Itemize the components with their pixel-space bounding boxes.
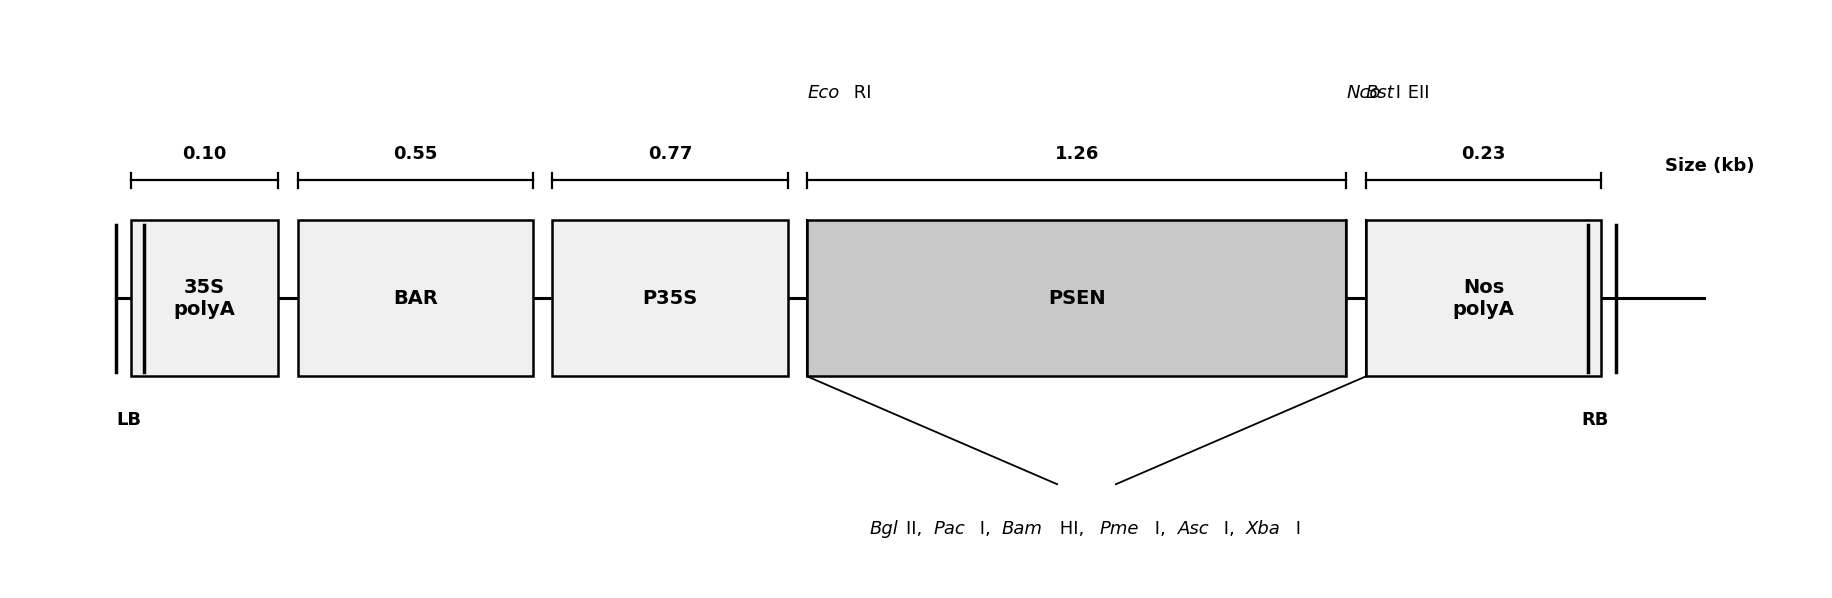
Bar: [1365, 219, 1599, 376]
Text: Pme: Pme: [1099, 520, 1138, 538]
Text: I: I: [1389, 84, 1400, 102]
Text: RI: RI: [848, 84, 870, 102]
Text: 0.77: 0.77: [647, 145, 692, 163]
Text: 1.26: 1.26: [1053, 145, 1099, 163]
Text: I: I: [1290, 520, 1301, 538]
Bar: [297, 219, 533, 376]
Text: EII: EII: [1401, 84, 1429, 102]
Text: Nco: Nco: [1345, 84, 1379, 102]
Text: P35S: P35S: [641, 288, 698, 307]
Text: BAR: BAR: [392, 288, 438, 307]
Text: 0.23: 0.23: [1460, 145, 1504, 163]
Bar: [806, 219, 1345, 376]
Text: PSEN: PSEN: [1048, 288, 1105, 307]
Text: Nos
polyA: Nos polyA: [1451, 277, 1513, 319]
Text: Bgl: Bgl: [868, 520, 898, 538]
Text: Asc: Asc: [1176, 520, 1209, 538]
Bar: [130, 219, 278, 376]
Text: 0.10: 0.10: [181, 145, 227, 163]
Text: II,: II,: [905, 520, 927, 538]
Text: HI,: HI,: [1053, 520, 1088, 538]
Text: I,: I,: [1149, 520, 1171, 538]
Text: Pac: Pac: [932, 520, 965, 538]
Text: Eco: Eco: [806, 84, 839, 102]
Text: Size (kb): Size (kb): [1663, 157, 1753, 175]
Text: I,: I,: [1216, 520, 1240, 538]
Text: Bst: Bst: [1365, 84, 1394, 102]
Text: Xba: Xba: [1246, 520, 1281, 538]
Text: Bam: Bam: [1002, 520, 1042, 538]
Text: RB: RB: [1581, 411, 1608, 429]
Text: 35S
polyA: 35S polyA: [174, 277, 234, 319]
Bar: [551, 219, 788, 376]
Text: LB: LB: [115, 411, 141, 429]
Text: I,: I,: [973, 520, 995, 538]
Text: 0.55: 0.55: [392, 145, 438, 163]
